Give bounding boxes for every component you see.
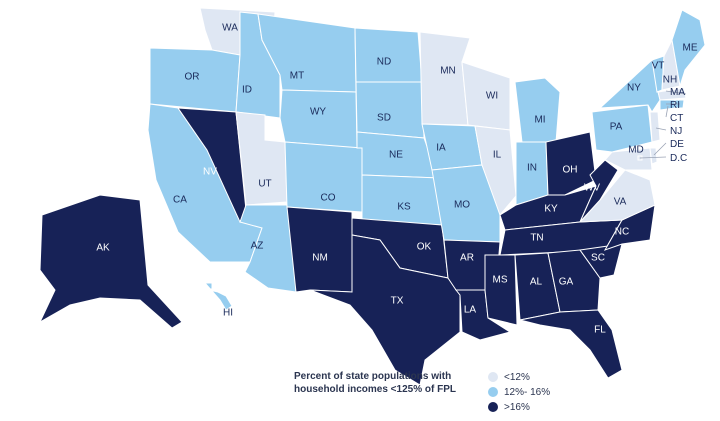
state-label: AL [530,277,543,288]
state-label: HI [223,308,233,319]
state-sd [355,81,425,139]
state-tx [309,234,461,386]
state-label: NJ [670,126,682,137]
state-label: MI [534,115,545,126]
state-label: MA [670,87,685,98]
state-label: UT [258,179,271,190]
state-wy [279,89,358,149]
state-label: CT [670,113,683,124]
state-label: NE [389,150,403,161]
leader-line [655,127,667,131]
state-label: D.C [670,153,687,164]
state-label: NV [203,167,217,178]
legend-label: >16% [504,401,530,413]
state-ms [484,254,518,326]
state-label: MS [493,275,508,286]
legend-swatch [488,402,498,412]
state-label: VA [614,197,627,208]
state-label: ME [683,43,698,54]
state-label: LA [464,305,477,316]
leader-line [653,142,667,156]
state-de [649,147,658,165]
state-nm [286,206,353,293]
state-hi [203,282,233,311]
state-mo [431,164,501,243]
state-label: KY [544,204,558,215]
state-label: OR [185,72,200,83]
state-nj [649,111,661,143]
state-ma [657,87,687,101]
legend-label: <12% [504,371,530,383]
state-label: GA [559,277,574,288]
legend: <12% 12%- 16% >16% [488,370,550,415]
legend-swatch [488,372,498,382]
state-mn [419,31,471,126]
state-label: WI [486,91,498,102]
state-ga [547,249,601,313]
state-label: WA [222,23,238,34]
state-nd [354,27,423,83]
leader-line [665,105,669,118]
state-label: RI [670,100,680,111]
state-fl [519,309,623,379]
state-oh [545,131,597,196]
legend-item-low: <12% [488,370,550,384]
state-label: KS [397,202,411,213]
state-label: CA [173,195,187,206]
state-mi [514,77,561,143]
state-label: SC [591,253,605,264]
state-ks [361,174,443,226]
state-me [671,9,706,87]
state-label: NH [663,75,677,86]
legend-label: 12%- 16% [504,386,551,398]
legend-swatch [488,387,498,397]
legend-item-high: >16% [488,400,550,414]
state-label: MN [440,66,456,77]
state-label: AZ [251,241,264,252]
state-nc [603,204,656,251]
state-label: ND [377,57,391,68]
state-label: MD [628,145,644,156]
state-label: IA [436,143,446,154]
state-label: VT [652,61,665,72]
legend-title: Percent of state populations with househ… [294,371,456,395]
state-label: NY [627,83,641,94]
state-label: DE [670,139,684,150]
state-ct [659,99,676,111]
state-label: NC [615,227,629,238]
state-label: OH [563,165,578,176]
leader-line [639,156,667,159]
legend-item-mid: 12%- 16% [488,385,550,399]
state-label: MT [290,71,304,82]
state-label: PA [610,122,623,133]
state-label: AK [96,243,110,254]
state-label: NM [312,253,328,264]
state-label: TN [530,233,543,244]
state-md [604,147,653,171]
state-label: WV [584,183,600,194]
state-label: FL [594,325,606,336]
state-label: CO [321,193,336,204]
state-label: AR [460,253,474,264]
state-label: TX [391,296,404,307]
state-pa [591,104,653,153]
leader-line [665,90,687,95]
state-label: OK [417,242,432,253]
state-il [474,125,517,216]
state-label: WY [310,107,326,118]
state-label: SD [377,113,391,124]
state-ak [38,194,183,329]
state-label: ID [242,85,252,96]
state-label: MO [454,200,470,211]
state-ia [421,123,483,171]
state-label: IN [527,163,537,174]
state-label: IL [493,150,502,161]
